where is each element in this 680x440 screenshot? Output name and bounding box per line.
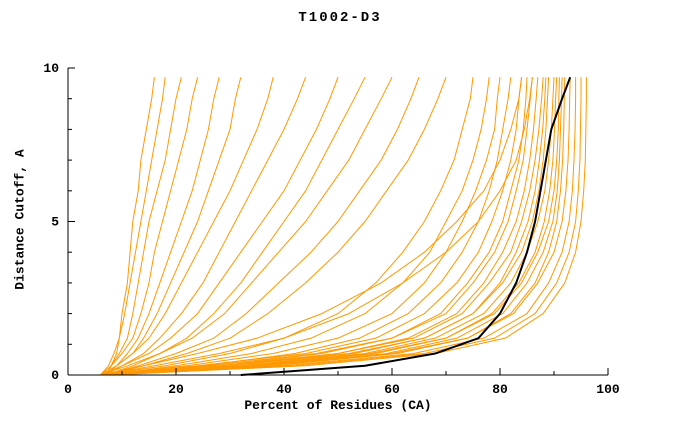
model-curve	[100, 77, 274, 376]
model-curve	[100, 77, 199, 376]
y-tick-label: 5	[51, 215, 59, 230]
model-curve	[105, 77, 523, 376]
x-tick-label: 60	[384, 382, 400, 397]
model-curve	[105, 77, 512, 376]
x-tick-label: 100	[596, 382, 620, 397]
x-tick-label: 40	[276, 382, 292, 397]
model-curve	[100, 77, 474, 376]
model-curve	[100, 76, 393, 376]
model-curve	[100, 77, 533, 376]
model-curve	[100, 77, 577, 376]
model-curve	[100, 77, 339, 376]
x-tick-label: 80	[492, 382, 508, 397]
model-curve	[105, 77, 490, 376]
model-curve	[105, 77, 155, 376]
model-curve	[100, 77, 533, 376]
model-curve	[100, 77, 563, 376]
model-curve	[111, 77, 528, 376]
y-tick-label: 0	[51, 368, 59, 383]
x-axis-label: Percent of Residues (CA)	[244, 398, 432, 413]
model-curve	[105, 76, 366, 376]
x-tick-label: 0	[64, 382, 72, 397]
model-curve	[105, 77, 307, 376]
model-curve	[100, 77, 544, 376]
chart-title: T1002-D3	[298, 10, 382, 26]
reference-curve	[240, 76, 572, 376]
model-curve	[100, 77, 501, 376]
x-tick-label: 20	[168, 382, 184, 397]
model-curve	[105, 77, 550, 376]
y-tick-label: 10	[43, 61, 59, 76]
model-curve	[111, 77, 582, 376]
model-curve	[111, 77, 566, 376]
model-curve	[111, 77, 547, 376]
model-curve	[105, 77, 560, 376]
model-curve	[111, 77, 558, 376]
model-curve	[100, 77, 523, 376]
model-curve	[105, 77, 420, 376]
model-curve	[105, 77, 571, 376]
model-curve	[105, 77, 220, 376]
model-curve	[100, 77, 166, 376]
model-curve	[105, 77, 182, 376]
model-curve	[100, 77, 447, 376]
